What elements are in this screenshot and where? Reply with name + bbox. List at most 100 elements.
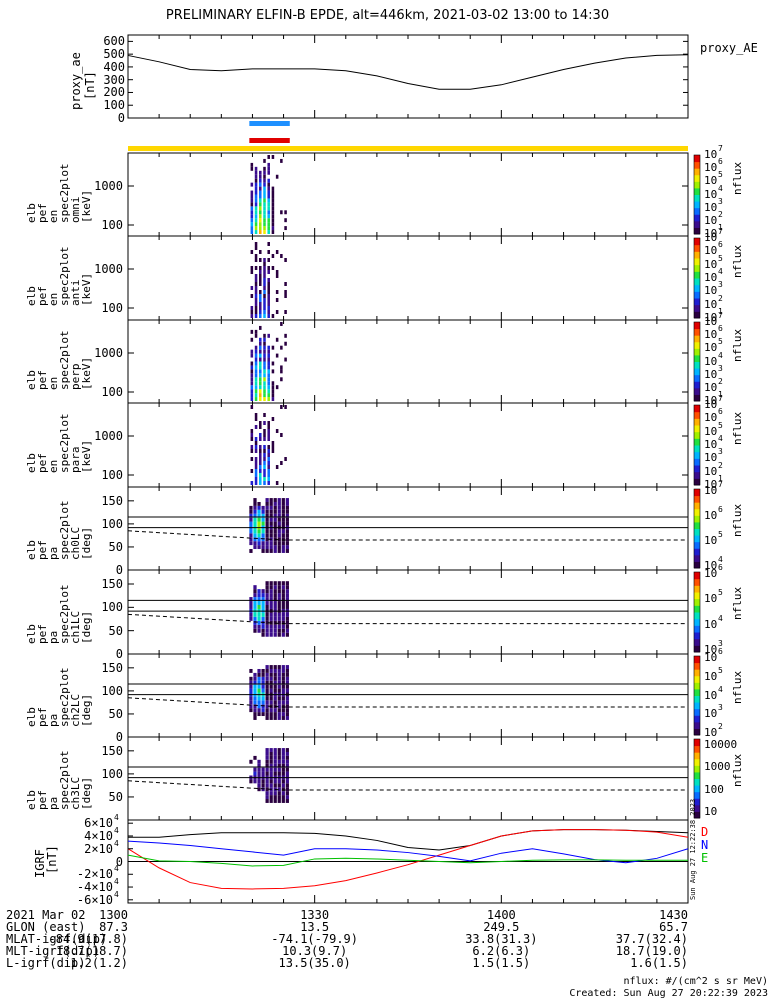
- colorbar-1-seg: [694, 296, 700, 299]
- spectrogram-cell: [263, 298, 266, 302]
- colorbar-3-seg: [694, 465, 700, 467]
- colorbar-1-seg: [694, 292, 700, 295]
- colorbar-0-seg: [694, 197, 700, 199]
- colorbar-6-seg: [694, 703, 700, 706]
- pa-cell: [265, 700, 269, 705]
- igrf-created-vertical: Sun Aug 27 12:22:38 2023: [689, 798, 697, 900]
- spectrogram-cell: [263, 461, 266, 465]
- spectrogram-cell: [267, 393, 270, 398]
- colorbar-2-seg: [694, 341, 700, 344]
- colorbar-5-seg: [694, 596, 700, 598]
- pa-cell: [249, 676, 253, 681]
- colorbar-1-seg: [694, 291, 700, 294]
- pa-cell: [273, 601, 277, 605]
- page-title: PRELIMINARY ELFIN-B EPDE, alt=446km, 202…: [165, 8, 610, 23]
- spectrogram-cell: [267, 389, 270, 394]
- pa-cell: [285, 799, 289, 803]
- colorbar-1-seg: [694, 246, 700, 248]
- pa-cell: [273, 676, 277, 681]
- colorbar-7-seg: [694, 756, 700, 758]
- pa-cbar-exp-2-1: 5: [718, 665, 723, 675]
- colorbar-7-seg: [694, 774, 700, 777]
- pa-cell: [285, 700, 289, 705]
- spectrogram-cell: [259, 190, 262, 195]
- colorbar-3-seg: [694, 461, 700, 463]
- spectrogram-cell: [267, 190, 270, 195]
- colorbar-1-seg: [694, 303, 700, 306]
- pa-cell: [273, 672, 277, 677]
- pa-ytick-3-2: 50: [108, 789, 123, 804]
- spectrogram-cell: [250, 266, 254, 270]
- pa-cell: [261, 593, 265, 598]
- spectrogram-cell: [259, 445, 262, 449]
- colorbar-4: [693, 488, 701, 569]
- pa-cell: [249, 680, 253, 685]
- pa-cell: [285, 759, 289, 764]
- colorbar-2-seg: [694, 372, 700, 374]
- spectrogram-cell: [259, 186, 262, 191]
- spectrogram-cell: [259, 361, 262, 366]
- spec-cbar-tick-0-6: 10: [704, 227, 718, 240]
- pa-cell: [265, 748, 269, 752]
- pa-cell: [261, 779, 265, 784]
- ae-ytick-label-3: 300: [103, 72, 125, 87]
- pa-cell: [277, 696, 281, 701]
- spectrogram-cell: [259, 437, 262, 441]
- pa-cell: [253, 612, 257, 617]
- pa-cell: [269, 748, 273, 752]
- colorbar-2-seg: [694, 394, 700, 397]
- spectrogram-cell: [263, 178, 266, 183]
- pa-cell: [277, 541, 281, 546]
- colorbar-7: [693, 738, 701, 819]
- colorbar-1-seg: [694, 272, 700, 275]
- spec-cbar-tick-1-1: 10: [704, 244, 718, 258]
- spectrogram-cell: [259, 337, 262, 342]
- pa-cell: [285, 771, 289, 776]
- igrf-component-E: E: [701, 851, 709, 865]
- pa-cell: [285, 672, 289, 677]
- pa-cell: [261, 628, 265, 633]
- pa-cell: [285, 601, 289, 605]
- spectrogram-cell: [259, 314, 262, 318]
- colorbar-7-seg: [694, 773, 700, 776]
- colorbar-2-seg: [694, 360, 700, 362]
- colorbar-4-seg: [694, 535, 700, 537]
- spectrogram-cell: [284, 282, 287, 286]
- spec-cbar-tick-2-4: 10: [704, 367, 718, 381]
- spectrogram-cell: [284, 294, 287, 298]
- pa-cell: [277, 549, 281, 553]
- spectrogram-cell: [263, 258, 266, 262]
- pa-cell: [281, 616, 285, 621]
- pa-cell: [253, 767, 257, 772]
- pa-cell: [257, 601, 261, 605]
- pa-cell: [257, 759, 261, 764]
- colorbar-5-seg: [694, 614, 700, 617]
- spectrogram-cell: [263, 449, 266, 453]
- pa-cell: [249, 549, 253, 553]
- colorbar-3-seg: [694, 451, 700, 454]
- pa-cbar-label-1: nflux: [731, 586, 744, 620]
- colorbar-1-seg: [694, 274, 700, 276]
- colorbar-3: [693, 404, 701, 486]
- spectrogram-cell: [254, 178, 258, 183]
- colorbar-4-seg: [694, 565, 700, 568]
- colorbar-0-seg: [694, 176, 700, 178]
- spectrogram-cell: [250, 373, 254, 378]
- pa-cell: [273, 597, 277, 602]
- pa-cell: [253, 513, 257, 518]
- pa-cell: [261, 521, 265, 526]
- colorbar-5-seg: [694, 642, 700, 645]
- colorbar-3-seg: [694, 410, 700, 413]
- pa-cell: [265, 795, 269, 800]
- colorbar-6-seg: [694, 678, 700, 681]
- pa-cell: [285, 620, 289, 625]
- colorbar-3-seg: [694, 429, 700, 431]
- pa-cell: [257, 696, 261, 701]
- pa-cell: [261, 668, 265, 673]
- colorbar-3-frame: [693, 404, 701, 486]
- colorbar-1-seg: [694, 259, 700, 262]
- colorbar-7-seg: [694, 761, 700, 764]
- panel-frame-5: [127, 569, 689, 655]
- colorbar-2-seg: [694, 382, 700, 385]
- spec-cbar-tick-3-4: 10: [704, 451, 718, 465]
